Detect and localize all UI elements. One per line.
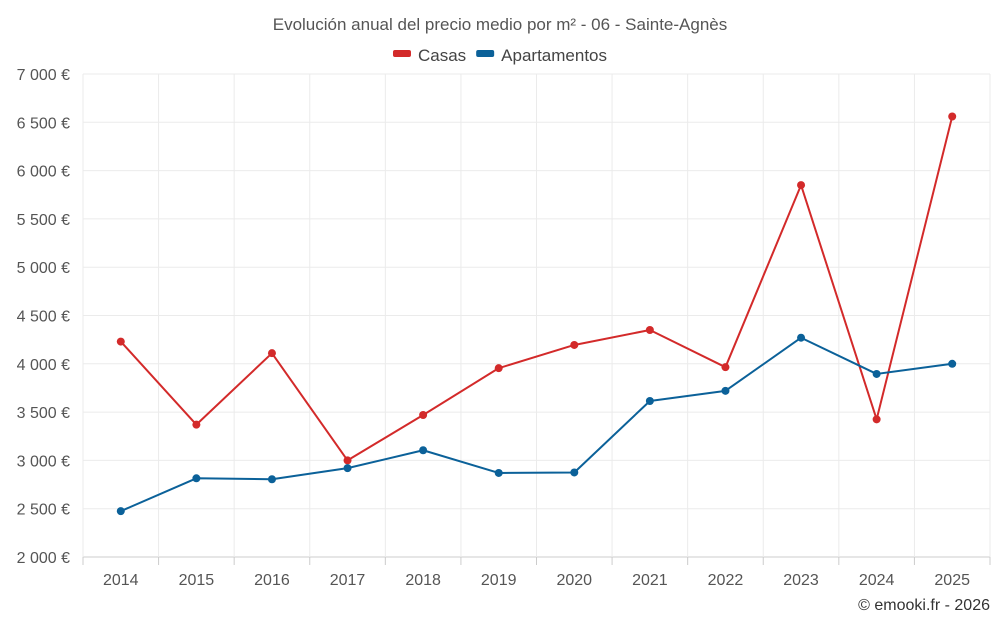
data-point-casas[interactable] (267, 349, 276, 358)
series (116, 112, 957, 516)
data-point-casas[interactable] (570, 340, 579, 349)
x-tick-label: 2023 (783, 572, 819, 589)
series-apartamentos (116, 333, 957, 516)
x-tick-label: 2018 (405, 572, 441, 589)
y-tick-label: 3 500 € (17, 405, 70, 422)
credit-text: © emooki.fr - 2026 (858, 597, 990, 614)
y-tick-label: 5 500 € (17, 212, 70, 229)
data-point-casas[interactable] (645, 325, 654, 334)
y-tick-label: 2 000 € (17, 550, 70, 567)
x-tick-label: 2019 (481, 572, 517, 589)
x-tick-label: 2025 (934, 572, 970, 589)
data-point-casas[interactable] (872, 415, 881, 424)
series-line-apartamentos (120, 336, 953, 513)
data-point-apartamentos[interactable] (872, 369, 881, 378)
y-tick-label: 4 500 € (17, 309, 70, 326)
x-tick-label: 2015 (179, 572, 215, 589)
y-tick-label: 4 000 € (17, 357, 70, 374)
y-tick-label: 6 500 € (17, 115, 70, 132)
y-axis: 2 000 € 2 500 € 3 000 € 3 500 € 4 000 € 4 500… (17, 67, 70, 567)
data-point-apartamentos[interactable] (494, 468, 503, 477)
legend-label-casas[interactable]: Casas (418, 46, 466, 65)
x-tick-label: 2014 (103, 572, 139, 589)
y-tick-label: 3 000 € (17, 453, 70, 470)
chart-title: Evolución anual del precio medio por m² … (273, 15, 728, 34)
data-point-apartamentos[interactable] (570, 468, 579, 477)
data-point-casas[interactable] (116, 337, 125, 346)
x-tick-label: 2022 (708, 572, 744, 589)
y-tick-label: 5 000 € (17, 260, 70, 277)
data-point-casas[interactable] (948, 112, 957, 121)
x-tick-label: 2017 (330, 572, 366, 589)
grid (82, 73, 991, 565)
x-tick-label: 2016 (254, 572, 290, 589)
data-point-apartamentos[interactable] (645, 396, 654, 405)
data-point-apartamentos[interactable] (721, 386, 730, 395)
x-axis: 2014 2015 2016 2017 2018 2019 2020 2021 2022 2023… (103, 572, 970, 589)
data-point-apartamentos[interactable] (267, 475, 276, 484)
x-tick-label: 2024 (859, 572, 895, 589)
data-point-casas[interactable] (721, 363, 730, 372)
data-point-apartamentos[interactable] (343, 464, 352, 473)
y-tick-label: 7 000 € (17, 67, 70, 84)
legend: Casas Apartamentos (392, 46, 607, 65)
data-point-apartamentos[interactable] (419, 446, 428, 455)
legend-swatch-casas[interactable] (392, 50, 411, 57)
data-point-casas[interactable] (419, 410, 428, 419)
y-tick-label: 2 500 € (17, 502, 70, 519)
series-casas (116, 112, 957, 465)
data-point-casas[interactable] (797, 181, 806, 190)
series-line-casas (120, 116, 954, 462)
data-point-apartamentos[interactable] (948, 359, 957, 368)
data-point-casas[interactable] (343, 456, 352, 465)
data-point-apartamentos[interactable] (192, 474, 201, 483)
data-point-casas[interactable] (192, 420, 201, 429)
y-tick-label: 6 000 € (17, 164, 70, 181)
data-point-casas[interactable] (494, 364, 503, 373)
x-tick-label: 2020 (556, 572, 592, 589)
legend-swatch-apartamentos[interactable] (476, 50, 495, 57)
legend-label-apartamentos[interactable]: Apartamentos (501, 46, 607, 65)
data-point-apartamentos[interactable] (116, 507, 125, 516)
data-point-apartamentos[interactable] (797, 333, 806, 342)
x-tick-label: 2021 (632, 572, 668, 589)
